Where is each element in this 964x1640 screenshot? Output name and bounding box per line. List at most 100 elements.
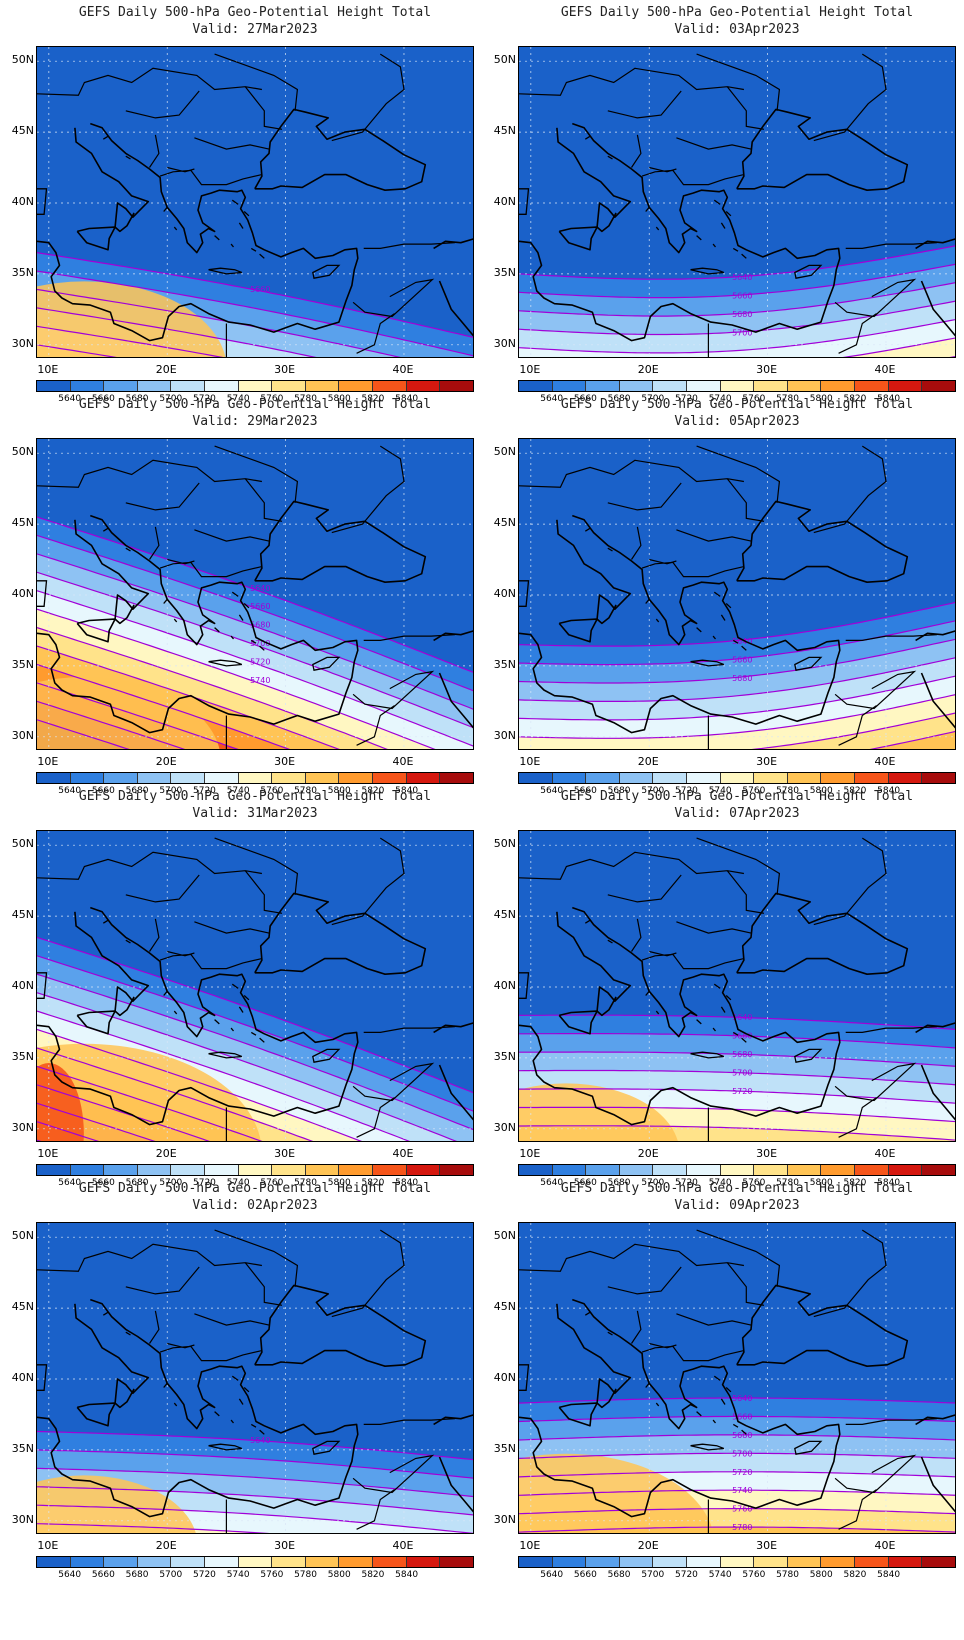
country-border <box>813 837 887 926</box>
x-tick-label: 10E <box>519 363 541 376</box>
contour-line <box>519 657 955 702</box>
country-border <box>167 166 195 173</box>
colorbar-swatch <box>171 381 206 391</box>
island-outline <box>208 1051 243 1059</box>
country-border <box>214 445 299 503</box>
colorbar-swatch <box>653 773 688 783</box>
island-outline <box>125 1331 131 1336</box>
contour-label: 5640 <box>732 273 752 282</box>
colorbar-swatch <box>70 1165 105 1175</box>
island-outline <box>741 645 747 651</box>
contour-line <box>37 719 130 749</box>
coastline <box>736 108 909 191</box>
colorbar <box>36 380 474 392</box>
colorbar-label: 5840 <box>395 394 419 404</box>
coastline <box>74 519 150 625</box>
contour-line <box>519 300 955 336</box>
colorbar-label: 5820 <box>361 394 385 404</box>
x-tick-label: 20E <box>637 1147 659 1160</box>
y-tick-label: 40N <box>11 979 34 992</box>
country-border <box>696 53 781 111</box>
colorbar-swatch <box>70 1557 105 1567</box>
coastline <box>438 280 473 337</box>
panel-valid-date: Valid: 03Apr2023 <box>674 22 800 37</box>
country-border <box>363 242 455 249</box>
colorbar <box>36 1164 474 1176</box>
y-tick-label: 30N <box>11 1120 34 1134</box>
map-panel: GEFS Daily 500-hPa Geo-Potential Height … <box>482 392 964 802</box>
colorbar-swatch <box>171 1557 206 1567</box>
colorbar-label: 5700 <box>641 1570 665 1580</box>
colorbar-swatch <box>821 1557 856 1567</box>
contour-line <box>37 1102 156 1141</box>
island-outline <box>720 222 726 229</box>
y-tick-label: 35N <box>493 1441 516 1455</box>
colorbar-label: 5840 <box>877 1570 901 1580</box>
coastline <box>558 1402 598 1427</box>
height-band <box>756 713 955 749</box>
colorbar-swatch <box>552 1165 587 1175</box>
colorbar-swatch <box>888 1165 923 1175</box>
contour-line <box>37 1065 263 1141</box>
colorbar-label: 5700 <box>159 1178 183 1188</box>
contour-line <box>37 973 473 1131</box>
y-tick-label: 40N <box>11 195 34 208</box>
x-tick-label: 10E <box>37 755 59 768</box>
country-border <box>649 1342 677 1349</box>
island-outline <box>250 1031 257 1036</box>
colorbar-swatch <box>171 773 206 783</box>
island-outline <box>37 580 48 607</box>
coastline <box>558 1010 598 1035</box>
y-tick-label: 45N <box>11 124 34 138</box>
country-border <box>845 634 937 641</box>
y-tick-label: 40N <box>493 1371 516 1384</box>
height-band <box>872 731 955 749</box>
country-border <box>214 1229 299 1287</box>
island-outline <box>250 639 257 644</box>
coastline <box>254 500 427 583</box>
contour-line <box>519 1415 955 1423</box>
contour-line <box>519 1051 955 1067</box>
y-tick-label: 40N <box>493 979 516 992</box>
contour-label: 5640 <box>732 1394 752 1403</box>
colorbar-label: 5820 <box>361 786 385 796</box>
country-border <box>244 1262 283 1306</box>
colorbar-swatch <box>104 773 138 783</box>
contour-line <box>37 516 473 673</box>
island-outline <box>732 1423 739 1428</box>
panel-title: GEFS Daily 500-hPa Geo-Potential Height … <box>560 5 914 20</box>
colorbar-swatch <box>37 381 71 391</box>
height-map: 5640 <box>36 1222 474 1534</box>
country-border <box>125 90 200 119</box>
height-map: 5660 <box>36 46 474 358</box>
colorbar-swatch <box>339 381 374 391</box>
colorbar-swatch <box>720 1165 755 1175</box>
colorbar-swatch <box>922 381 955 391</box>
colorbar-label: 5720 <box>193 1570 216 1580</box>
y-tick-label: 40N <box>493 195 516 208</box>
coastline <box>920 672 955 729</box>
colorbar-swatch <box>137 773 172 783</box>
colorbar-label: 5760 <box>260 786 284 796</box>
colorbar-swatch <box>272 381 306 391</box>
contour-line <box>37 1010 411 1141</box>
colorbar-swatch <box>373 1165 407 1175</box>
island-outline <box>214 627 220 633</box>
country-border <box>331 837 405 926</box>
colorbar-swatch <box>787 1165 822 1175</box>
contour-line <box>37 325 224 357</box>
island-outline <box>173 1402 178 1407</box>
country-border <box>125 874 200 903</box>
country-border <box>676 137 752 150</box>
map-svg: 5640 5660 5680 5700 5720 <box>519 831 955 1141</box>
contour-line <box>869 730 955 749</box>
country-border <box>696 445 781 503</box>
contour-line <box>37 682 239 749</box>
colorbar-label: 5740 <box>226 1570 250 1580</box>
contour-line <box>519 1397 955 1404</box>
y-tick-label: 50N <box>11 837 34 851</box>
colorbar-label: 5820 <box>361 1178 385 1188</box>
x-tick-label: 20E <box>637 755 659 768</box>
contour-line <box>37 627 388 749</box>
country-border <box>37 67 262 96</box>
